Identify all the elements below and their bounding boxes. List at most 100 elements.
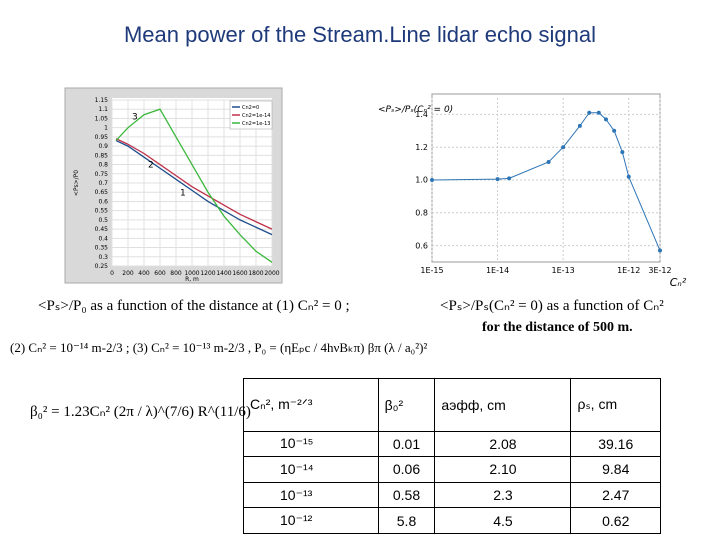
table-cell: 10⁻¹⁴ xyxy=(243,456,379,483)
series-label: 3 xyxy=(132,113,138,123)
table-cell: 9.84 xyxy=(570,456,661,483)
table-cell: 2.08 xyxy=(434,430,572,458)
x-tick-label: 600 xyxy=(154,270,166,277)
y-tick-label: 1.05 xyxy=(95,115,109,122)
series-label: 1 xyxy=(180,188,186,198)
point xyxy=(587,110,592,115)
x-tick-label: 3E-12 xyxy=(648,266,671,275)
series-line xyxy=(115,108,273,263)
y-tick-label: 1.1 xyxy=(98,106,108,113)
y-tick-label: 1.0 xyxy=(415,176,428,185)
point xyxy=(658,248,662,253)
y-tick-label: 0.35 xyxy=(95,245,109,252)
y-tick-label: 0.45 xyxy=(95,226,109,233)
x-tick-label: 1400 xyxy=(216,270,231,277)
legend-label: Cn2=1e-14 xyxy=(242,113,270,119)
x-tick-label: 1600 xyxy=(232,270,247,277)
table-header: Cₙ², m⁻²ᐟ³ β₀² aэфф, cm ρₛ, cm xyxy=(243,378,661,432)
y-tick-label: 0.65 xyxy=(95,189,109,196)
caption: for the distance of 500 m. xyxy=(482,320,633,335)
x-tick-label: 1800 xyxy=(248,270,263,277)
x-tick-label: 1E-13 xyxy=(552,266,575,275)
table-row: 10⁻¹³ 0.58 2.3 2.47 xyxy=(243,481,661,509)
header-cell: ρₛ, cm xyxy=(570,378,661,432)
point xyxy=(603,117,608,122)
table-cell: 10⁻¹² xyxy=(243,507,379,534)
table-row: 10⁻¹⁵ 0.01 2.08 39.16 xyxy=(243,430,661,458)
series-line xyxy=(115,139,273,236)
x-tick-label: 200 xyxy=(122,270,134,277)
x-tick-label: 400 xyxy=(138,270,150,277)
legend-label: Cn2=1e-13 xyxy=(242,121,270,127)
plot-frame xyxy=(431,93,661,263)
table-cell: 2.47 xyxy=(570,481,661,509)
formula: β₀² = 1.23Cₙ² (2π / λ)^(7/6) R^(11/6) xyxy=(30,404,251,420)
series-line xyxy=(431,112,661,251)
y-tick-label: 0.3 xyxy=(98,254,108,261)
y-tick-label: 0.25 xyxy=(95,263,109,270)
table-cell: 2.10 xyxy=(434,456,572,483)
caption: (2) Cₙ² = 10⁻¹⁴ m-2/3 ; (3) Cₙ² = 10⁻¹³ … xyxy=(10,340,428,355)
x-tick-label: 2000 xyxy=(264,270,279,277)
point xyxy=(596,110,601,115)
y-tick-label: 1.2 xyxy=(415,143,428,152)
table-cell: 0.58 xyxy=(377,481,436,509)
y-tick-label: 0.6 xyxy=(415,241,428,250)
point xyxy=(620,150,625,155)
x-tick-label: 1E-14 xyxy=(486,266,509,275)
x-tick-label: 1000 xyxy=(184,270,199,277)
x-tick-label: 800 xyxy=(170,270,182,277)
y-tick-label: 0.5 xyxy=(98,217,108,224)
header-cell: β₀² xyxy=(377,378,436,432)
y-tick-label: 0.4 xyxy=(98,235,108,242)
y-tick-label: 0.95 xyxy=(95,134,109,141)
point xyxy=(507,176,512,181)
y-tick-label: 1.4 xyxy=(415,110,428,119)
x-tick-label: 1E-15 xyxy=(420,266,443,275)
table-row: 10⁻¹² 5.8 4.5 0.62 xyxy=(243,507,661,534)
y-tick-label: 0.6 xyxy=(98,198,108,205)
y-tick-label: 0.9 xyxy=(98,143,108,150)
y-tick-label: 0.85 xyxy=(95,152,109,159)
point xyxy=(495,177,500,182)
point xyxy=(577,123,582,128)
y-tick-label: 1.15 xyxy=(95,97,109,104)
y-axis-label: <Ps>/P0 xyxy=(73,170,80,196)
point xyxy=(546,159,551,164)
x-tick-label: 0 xyxy=(110,270,114,277)
table-cell: 4.5 xyxy=(434,507,572,534)
x-tick-label: 1E-12 xyxy=(617,266,640,275)
series-label: 2 xyxy=(148,160,154,170)
table-cell: 39.16 xyxy=(570,430,661,458)
x-axis-label: R, m xyxy=(185,276,199,283)
header-cell: aэфф, cm xyxy=(434,378,572,432)
caption: <Pₛ>/P₀ as a function of the distance at… xyxy=(38,298,350,314)
point xyxy=(612,128,617,133)
table-cell: 10⁻¹³ xyxy=(243,481,379,509)
table-cell: 0.06 xyxy=(377,456,436,483)
table-row: 10⁻¹⁴ 0.06 2.10 9.84 xyxy=(243,456,661,483)
y-tick-label: 1 xyxy=(104,125,108,132)
slide-title: Mean power of the Stream.Line lidar echo… xyxy=(123,22,597,47)
y-tick-label: 0.8 xyxy=(98,162,108,169)
table-cell: 10⁻¹⁵ xyxy=(243,430,379,458)
point xyxy=(626,174,631,179)
legend-label: Cn2=0 xyxy=(242,105,259,111)
table-cell: 5.8 xyxy=(377,507,436,534)
point xyxy=(561,145,566,150)
x-tick-label: 1200 xyxy=(200,270,215,277)
y-tick-label: 0.8 xyxy=(415,208,428,217)
y-tick-label: 0.7 xyxy=(98,180,108,187)
y-tick-label: 0.75 xyxy=(95,171,109,178)
header-cell: Cₙ², m⁻²ᐟ³ xyxy=(243,378,379,432)
table-cell: 0.01 xyxy=(377,430,436,458)
x-axis-label: Cₙ² xyxy=(670,276,687,289)
series-line xyxy=(115,138,273,230)
parameter-table: Cₙ², m⁻²ᐟ³ β₀² aэфф, cm ρₛ, cm 10⁻¹⁵ 0.01… xyxy=(243,378,661,534)
y-axis-label: <Pₛ>/Pₛ(Cₙ² = 0) xyxy=(378,105,453,115)
table-cell: 2.3 xyxy=(434,481,572,509)
point xyxy=(430,178,434,182)
table-cell: 0.62 xyxy=(570,507,661,534)
